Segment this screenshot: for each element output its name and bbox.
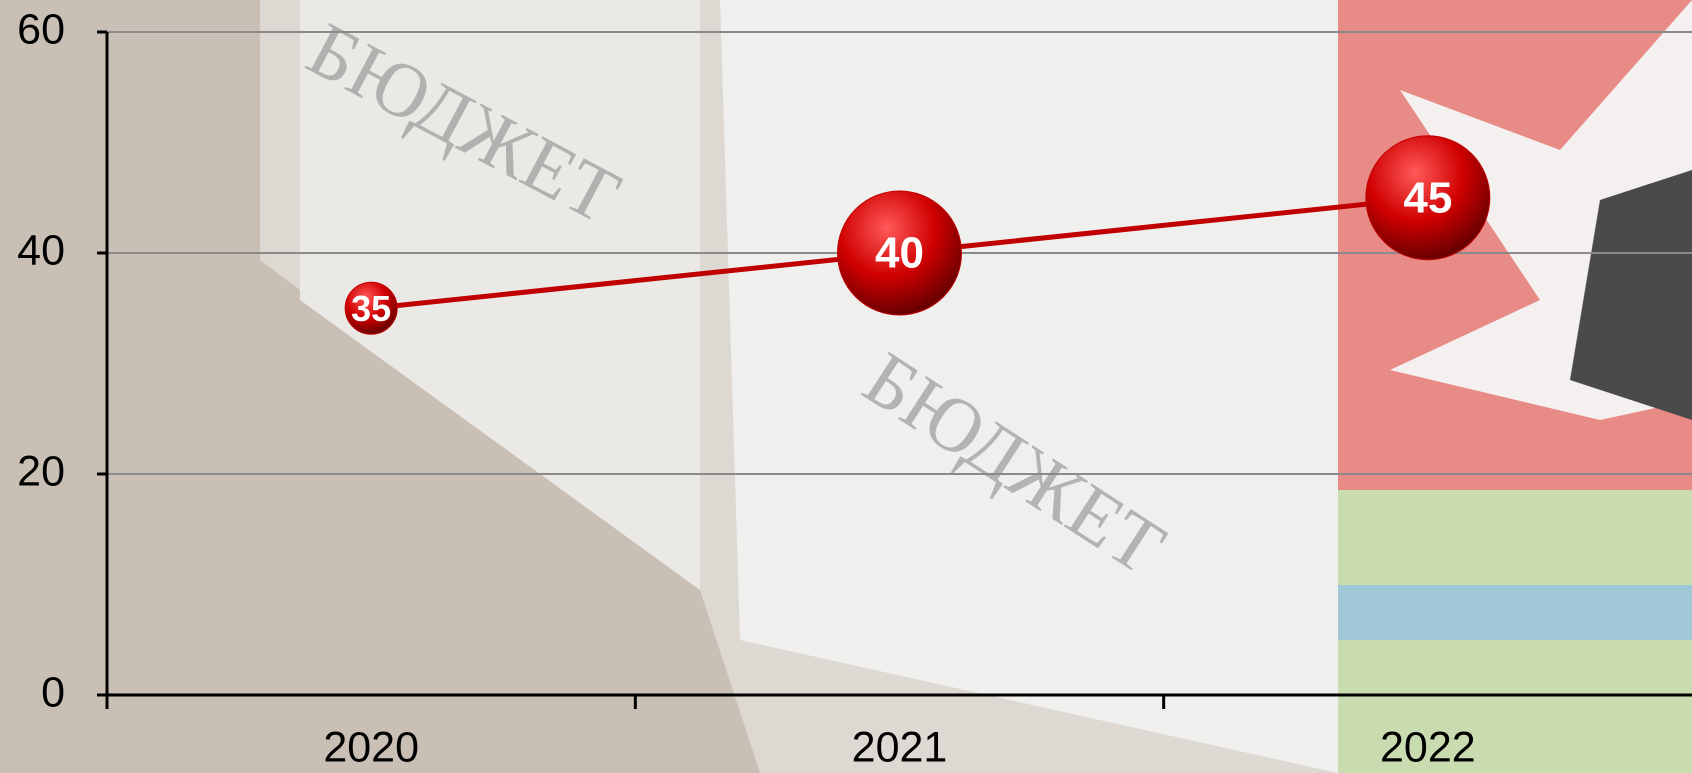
y-tick-label: 0 xyxy=(41,668,65,716)
marker xyxy=(1365,135,1491,261)
y-tick-label: 60 xyxy=(17,5,65,53)
marker xyxy=(344,281,398,335)
y-tick-label: 20 xyxy=(17,447,65,495)
data-label: 40 xyxy=(875,229,924,278)
x-tick-label: 2020 xyxy=(323,723,419,771)
data-label: 45 xyxy=(1403,173,1452,222)
data-label: 35 xyxy=(351,288,391,329)
y-tick-label: 40 xyxy=(17,226,65,274)
x-tick-label: 2022 xyxy=(1380,723,1476,771)
x-tick-label: 2021 xyxy=(852,723,948,771)
marker xyxy=(837,190,962,316)
